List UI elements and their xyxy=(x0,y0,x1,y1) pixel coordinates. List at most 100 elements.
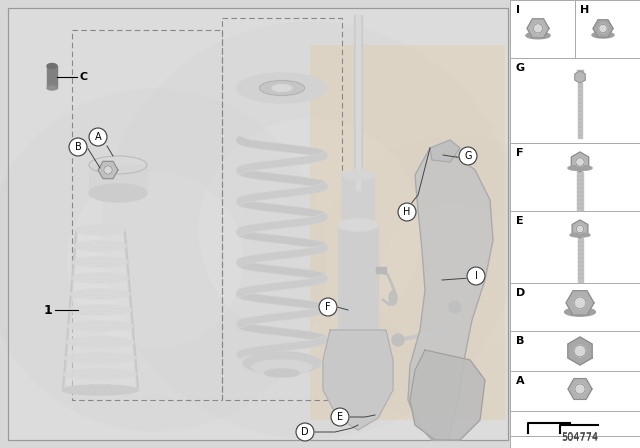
Bar xyxy=(510,411,640,436)
Text: B: B xyxy=(75,142,81,152)
Ellipse shape xyxy=(252,360,312,374)
Polygon shape xyxy=(310,45,505,420)
Ellipse shape xyxy=(526,32,550,39)
Bar xyxy=(510,331,640,371)
Bar xyxy=(510,0,575,58)
Text: D: D xyxy=(301,427,309,437)
Polygon shape xyxy=(408,148,493,440)
Text: I: I xyxy=(475,271,477,281)
Circle shape xyxy=(533,24,543,33)
Ellipse shape xyxy=(568,165,592,171)
Ellipse shape xyxy=(76,225,125,235)
Circle shape xyxy=(599,24,607,33)
Bar xyxy=(342,175,374,225)
Polygon shape xyxy=(572,220,588,238)
Ellipse shape xyxy=(73,257,127,267)
Ellipse shape xyxy=(342,170,374,180)
Ellipse shape xyxy=(62,385,138,395)
Ellipse shape xyxy=(65,353,135,363)
Bar xyxy=(222,18,342,400)
Bar xyxy=(376,267,386,273)
Text: D: D xyxy=(516,288,525,298)
Text: A: A xyxy=(95,132,101,142)
Bar xyxy=(510,0,640,448)
Bar xyxy=(578,83,582,138)
Bar xyxy=(510,371,640,411)
Circle shape xyxy=(459,147,477,165)
Polygon shape xyxy=(572,152,589,172)
Text: I: I xyxy=(516,5,520,15)
Ellipse shape xyxy=(67,321,132,331)
Bar xyxy=(354,15,362,190)
Ellipse shape xyxy=(264,369,300,377)
Circle shape xyxy=(392,334,404,346)
Bar xyxy=(577,172,583,210)
Text: C: C xyxy=(80,72,88,82)
Circle shape xyxy=(331,408,349,426)
Ellipse shape xyxy=(259,81,305,95)
Circle shape xyxy=(467,267,485,285)
Text: 504774: 504774 xyxy=(561,433,598,443)
Ellipse shape xyxy=(47,86,57,90)
Ellipse shape xyxy=(89,184,147,202)
Circle shape xyxy=(575,384,585,394)
Polygon shape xyxy=(566,291,594,315)
Circle shape xyxy=(104,166,112,174)
Text: F: F xyxy=(516,148,524,158)
Ellipse shape xyxy=(89,156,147,174)
Text: 504774: 504774 xyxy=(561,432,598,442)
Ellipse shape xyxy=(63,369,137,379)
Bar xyxy=(510,143,640,211)
Ellipse shape xyxy=(338,219,378,231)
Ellipse shape xyxy=(243,352,321,374)
Text: F: F xyxy=(325,302,331,312)
Polygon shape xyxy=(568,337,592,365)
Text: E: E xyxy=(516,216,524,226)
Circle shape xyxy=(296,423,314,441)
Bar xyxy=(8,8,508,440)
Text: E: E xyxy=(337,412,343,422)
Polygon shape xyxy=(568,379,592,400)
Circle shape xyxy=(449,301,461,313)
Circle shape xyxy=(574,297,586,309)
Bar xyxy=(510,0,640,448)
Ellipse shape xyxy=(342,220,374,230)
Ellipse shape xyxy=(68,305,131,315)
Bar xyxy=(89,165,147,193)
Polygon shape xyxy=(98,161,118,179)
Ellipse shape xyxy=(592,32,614,38)
Ellipse shape xyxy=(47,64,57,69)
Circle shape xyxy=(398,203,416,221)
Ellipse shape xyxy=(564,308,595,316)
Bar xyxy=(510,211,640,283)
Text: H: H xyxy=(580,5,589,15)
Ellipse shape xyxy=(272,85,292,91)
Circle shape xyxy=(576,158,584,166)
Ellipse shape xyxy=(237,73,327,103)
Polygon shape xyxy=(323,330,393,430)
Ellipse shape xyxy=(389,291,397,305)
Circle shape xyxy=(319,298,337,316)
Circle shape xyxy=(574,345,586,357)
Ellipse shape xyxy=(66,337,134,347)
Text: G: G xyxy=(516,63,525,73)
Circle shape xyxy=(576,225,584,233)
Bar xyxy=(510,411,640,436)
Polygon shape xyxy=(593,20,613,37)
Bar xyxy=(8,8,508,440)
Ellipse shape xyxy=(338,349,378,361)
Bar xyxy=(47,66,57,88)
Text: B: B xyxy=(516,336,524,346)
Bar xyxy=(575,0,640,58)
Ellipse shape xyxy=(71,273,129,283)
Bar xyxy=(72,30,222,400)
Bar xyxy=(510,283,640,331)
Polygon shape xyxy=(575,71,585,83)
Polygon shape xyxy=(430,140,460,162)
Ellipse shape xyxy=(62,385,138,395)
Bar xyxy=(338,225,378,355)
Polygon shape xyxy=(410,350,485,440)
Text: G: G xyxy=(464,151,472,161)
Ellipse shape xyxy=(74,241,126,251)
Bar xyxy=(510,58,640,143)
